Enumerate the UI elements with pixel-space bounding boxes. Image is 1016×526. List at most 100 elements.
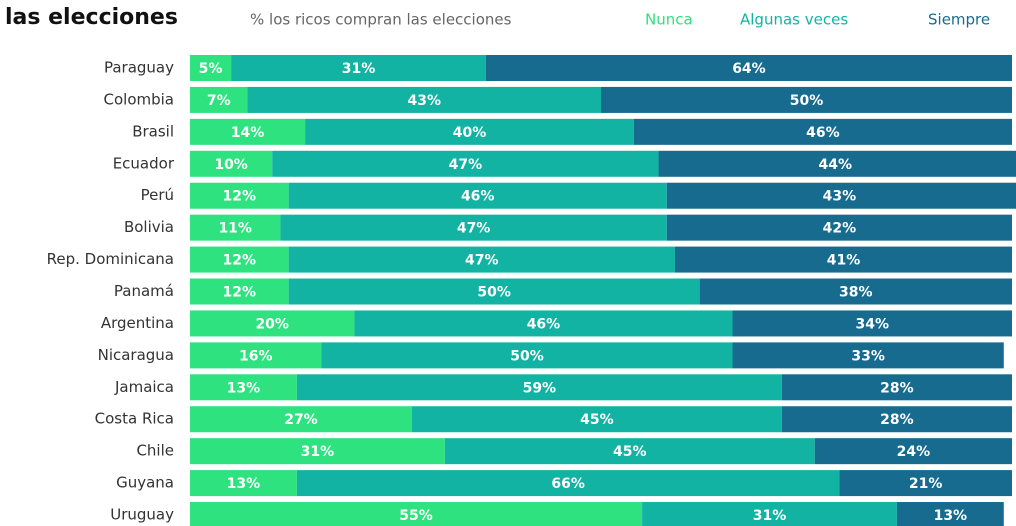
bar-segment xyxy=(485,55,1012,81)
data-label: 64% xyxy=(732,61,766,77)
bar-segment xyxy=(190,214,281,241)
bar-segment xyxy=(190,374,297,401)
bar-segment xyxy=(296,374,782,401)
data-label: 13% xyxy=(227,476,261,492)
bar-segment xyxy=(190,470,297,497)
data-label: 47% xyxy=(465,253,499,269)
data-label: 27% xyxy=(284,412,318,428)
data-label: 50% xyxy=(790,93,824,109)
bar-segment xyxy=(231,55,486,81)
bar-segment xyxy=(781,374,1012,401)
data-label: 12% xyxy=(223,285,257,301)
bar-segment xyxy=(781,406,1012,433)
bar-segment xyxy=(732,310,1012,337)
bar-segment xyxy=(305,118,634,145)
bar-segment xyxy=(190,406,412,433)
bar-segment xyxy=(190,182,289,209)
bar-segment xyxy=(674,246,1012,273)
data-label: 12% xyxy=(223,253,257,269)
y-tick-label: Chile xyxy=(136,442,174,460)
bar-segment xyxy=(280,214,667,241)
bar-segment xyxy=(190,55,232,81)
bar-segment xyxy=(601,86,1012,113)
y-tick-label: Costa Rica xyxy=(95,410,174,428)
data-label: 7% xyxy=(207,93,231,109)
y-tick-label: Argentina xyxy=(101,314,174,332)
bar-segment xyxy=(288,278,700,305)
bar-segment xyxy=(190,502,643,526)
data-label: 24% xyxy=(897,444,931,460)
data-label: 66% xyxy=(551,476,585,492)
bar-segment xyxy=(190,118,306,145)
y-tick-label: Guyana xyxy=(116,474,174,492)
data-label: 13% xyxy=(934,508,968,524)
data-label: 20% xyxy=(255,316,289,332)
data-label: 12% xyxy=(223,189,257,205)
data-label: 34% xyxy=(856,316,890,332)
data-label: 33% xyxy=(851,348,885,364)
bar-segment xyxy=(658,150,1016,177)
data-label: 59% xyxy=(523,380,557,396)
data-label: 46% xyxy=(527,316,561,332)
y-tick-label: Panamá xyxy=(114,282,174,300)
data-label: 43% xyxy=(823,189,857,205)
bar-segment xyxy=(288,182,667,209)
bar-segment xyxy=(190,342,322,369)
bar-segment xyxy=(190,310,355,337)
data-label: 11% xyxy=(218,221,252,237)
data-label: 45% xyxy=(580,412,614,428)
bar-segment xyxy=(190,278,289,305)
bar-segment xyxy=(272,150,659,177)
data-label: 31% xyxy=(301,444,335,460)
y-tick-label: Jamaica xyxy=(114,378,174,396)
y-tick-label: Brasil xyxy=(132,122,174,140)
y-tick-label: Nicaragua xyxy=(98,346,174,364)
bar-segment xyxy=(354,310,733,337)
data-label: 47% xyxy=(457,221,491,237)
y-tick-label: Ecuador xyxy=(113,154,175,172)
legend-entry: Algunas veces xyxy=(740,11,848,29)
y-tick-label: Perú xyxy=(141,186,174,204)
bar-segment xyxy=(699,278,1012,305)
data-label: 55% xyxy=(399,508,433,524)
data-label: 45% xyxy=(613,444,647,460)
bar-segment xyxy=(666,214,1012,241)
data-label: 14% xyxy=(231,125,265,141)
data-label: 50% xyxy=(510,348,544,364)
bar-segment xyxy=(666,182,1016,209)
data-label: 46% xyxy=(806,125,840,141)
bar-segment xyxy=(633,118,1012,145)
data-label: 16% xyxy=(239,348,273,364)
data-label: 50% xyxy=(477,285,511,301)
bar-segment xyxy=(642,502,897,526)
legend-entry: Siempre xyxy=(928,11,990,29)
chart-subtitle: % los ricos compran las elecciones xyxy=(250,11,512,29)
bar-segment xyxy=(190,86,248,113)
bar-segment xyxy=(896,502,1004,526)
data-label: 41% xyxy=(827,253,861,269)
data-label: 38% xyxy=(839,285,873,301)
bar-segment xyxy=(190,246,289,273)
data-label: 13% xyxy=(227,380,261,396)
bar-segment xyxy=(190,438,445,465)
y-tick-label: Bolivia xyxy=(124,218,174,236)
y-tick-label: Uruguay xyxy=(110,506,174,524)
data-label: 21% xyxy=(909,476,943,492)
bar-segment xyxy=(247,86,602,113)
data-label: 28% xyxy=(880,380,914,396)
y-tick-label: Rep. Dominicana xyxy=(47,250,174,268)
data-label: 31% xyxy=(342,61,376,77)
data-label: 40% xyxy=(453,125,487,141)
chart-title: las elecciones xyxy=(5,5,178,30)
data-label: 5% xyxy=(199,61,223,77)
bar-segment xyxy=(190,150,273,177)
bar-segment xyxy=(732,342,1004,369)
y-tick-label: Colombia xyxy=(104,90,175,108)
bar-segment xyxy=(321,342,733,369)
data-label: 10% xyxy=(214,157,248,173)
bar-segment xyxy=(839,470,1012,497)
bar-segment xyxy=(411,406,782,433)
data-label: 28% xyxy=(880,412,914,428)
data-label: 47% xyxy=(449,157,483,173)
